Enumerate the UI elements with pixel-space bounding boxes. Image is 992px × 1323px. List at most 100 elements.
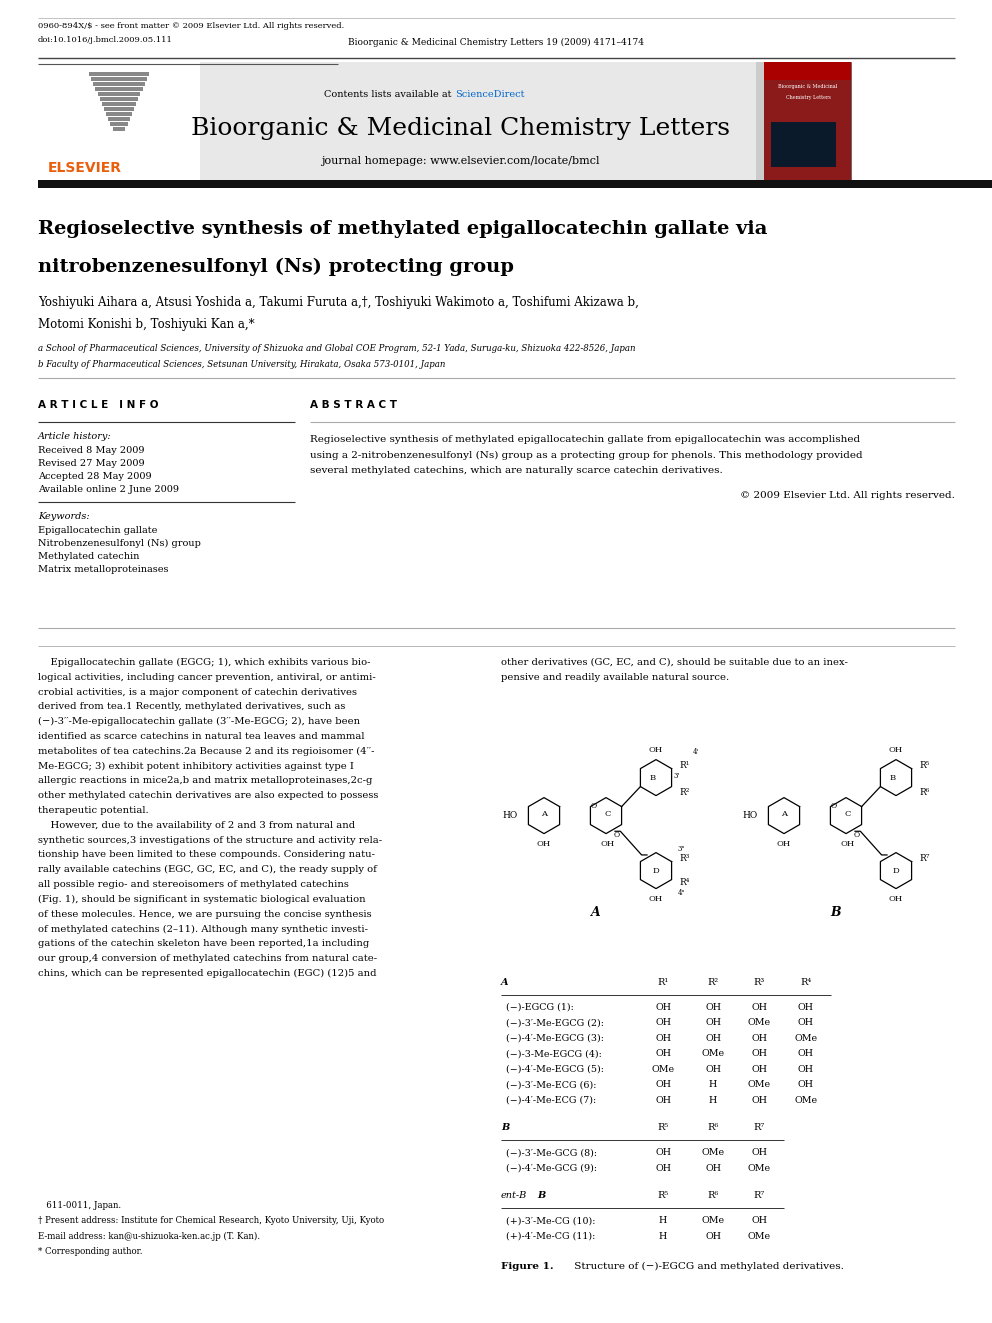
Text: OMe: OMe xyxy=(747,1232,771,1241)
Text: O: O xyxy=(614,831,620,839)
Text: R⁵: R⁵ xyxy=(919,761,930,770)
Text: OH: OH xyxy=(751,1095,767,1105)
Text: C: C xyxy=(845,810,851,818)
Text: ELSEVIER: ELSEVIER xyxy=(48,161,122,175)
Text: OH: OH xyxy=(655,1095,671,1105)
Text: nitrobenzenesulfonyl (Ns) protecting group: nitrobenzenesulfonyl (Ns) protecting gro… xyxy=(38,258,514,277)
Text: B: B xyxy=(537,1191,546,1200)
Text: Structure of (−)-EGCG and methylated derivatives.: Structure of (−)-EGCG and methylated der… xyxy=(571,1262,844,1271)
Text: OH: OH xyxy=(655,1003,671,1012)
Text: OH: OH xyxy=(798,1019,814,1027)
Bar xyxy=(97,93,141,97)
Text: chins, which can be represented epigallocatechin (EGC) (12)5 and: chins, which can be represented epigallo… xyxy=(38,968,377,978)
Text: 4": 4" xyxy=(678,889,685,897)
Text: synthetic sources,3 investigations of the structure and activity rela-: synthetic sources,3 investigations of th… xyxy=(38,836,382,844)
Text: several methylated catechins, which are naturally scarce catechin derivatives.: several methylated catechins, which are … xyxy=(310,466,723,475)
Text: 0960-894X/$ - see front matter © 2009 Elsevier Ltd. All rights reserved.: 0960-894X/$ - see front matter © 2009 El… xyxy=(38,22,344,30)
Bar xyxy=(771,122,836,167)
Text: OH: OH xyxy=(705,1033,721,1043)
Text: H: H xyxy=(709,1080,717,1089)
Text: OH: OH xyxy=(889,894,903,902)
Text: Yoshiyuki Aihara a, Atsusi Yoshida a, Takumi Furuta a,†, Toshiyuki Wakimoto a, T: Yoshiyuki Aihara a, Atsusi Yoshida a, Ta… xyxy=(38,296,639,310)
Text: metabolites of tea catechins.2a Because 2 and its regioisomer (4′′-: metabolites of tea catechins.2a Because … xyxy=(38,746,375,755)
Text: R⁷: R⁷ xyxy=(753,1123,765,1132)
Text: using a 2-nitrobenzenesulfonyl (Ns) group as a protecting group for phenols. Thi: using a 2-nitrobenzenesulfonyl (Ns) grou… xyxy=(310,451,863,459)
Text: OH: OH xyxy=(655,1148,671,1158)
Text: H: H xyxy=(659,1216,668,1225)
Text: Keywords:: Keywords: xyxy=(38,512,89,521)
Text: R²: R² xyxy=(707,978,718,987)
Bar xyxy=(104,107,134,111)
Text: (+)-3′-Me-CG (10):: (+)-3′-Me-CG (10): xyxy=(506,1216,595,1225)
Text: † Present address: Institute for Chemical Research, Kyoto University, Uji, Kyoto: † Present address: Institute for Chemica… xyxy=(38,1216,384,1225)
Text: R⁶: R⁶ xyxy=(919,789,930,796)
Text: OH: OH xyxy=(751,1049,767,1058)
Text: 611-0011, Japan.: 611-0011, Japan. xyxy=(38,1200,121,1209)
Text: (−)-3′′-Me-epigallocatechin gallate (3′′-Me-EGCG; 2), have been: (−)-3′′-Me-epigallocatechin gallate (3′′… xyxy=(38,717,360,726)
Text: crobial activities, is a major component of catechin derivatives: crobial activities, is a major component… xyxy=(38,688,357,697)
Text: OH: OH xyxy=(751,1033,767,1043)
Text: a School of Pharmaceutical Sciences, University of Shizuoka and Global COE Progr: a School of Pharmaceutical Sciences, Uni… xyxy=(38,344,636,353)
Text: Accepted 28 May 2009: Accepted 28 May 2009 xyxy=(38,472,152,482)
Text: our group,4 conversion of methylated catechins from natural cate-: our group,4 conversion of methylated cat… xyxy=(38,954,377,963)
Text: R³: R³ xyxy=(679,855,689,863)
Text: B: B xyxy=(650,774,656,782)
Text: pensive and readily available natural source.: pensive and readily available natural so… xyxy=(501,673,729,681)
Text: OH: OH xyxy=(537,840,552,848)
Text: Received 8 May 2009: Received 8 May 2009 xyxy=(38,446,145,455)
Bar xyxy=(38,62,756,180)
Text: doi:10.1016/j.bmcl.2009.05.111: doi:10.1016/j.bmcl.2009.05.111 xyxy=(38,36,173,44)
Text: D: D xyxy=(653,867,660,875)
Text: R⁶: R⁶ xyxy=(707,1191,718,1200)
Text: Regioselective synthesis of methylated epigallocatechin gallate from epigallocat: Regioselective synthesis of methylated e… xyxy=(310,435,860,445)
Text: gations of the catechin skeleton have been reported,1a including: gations of the catechin skeleton have be… xyxy=(38,939,369,949)
Text: 3": 3" xyxy=(678,844,685,852)
Text: HO: HO xyxy=(743,811,758,820)
Text: (−)-EGCG (1):: (−)-EGCG (1): xyxy=(506,1003,574,1012)
Text: HO: HO xyxy=(503,811,518,820)
Text: Motomi Konishi b, Toshiyuki Kan a,*: Motomi Konishi b, Toshiyuki Kan a,* xyxy=(38,318,255,331)
Text: (−)-4′-Me-ECG (7):: (−)-4′-Me-ECG (7): xyxy=(506,1095,596,1105)
Text: other methylated catechin derivatives are also expected to possess: other methylated catechin derivatives ar… xyxy=(38,791,378,800)
Text: Methylated catechin: Methylated catechin xyxy=(38,552,139,561)
Bar xyxy=(93,82,145,86)
Text: all possible regio- and stereoisomers of methylated catechins: all possible regio- and stereoisomers of… xyxy=(38,880,349,889)
Text: Figure 1.: Figure 1. xyxy=(501,1262,554,1271)
Text: OH: OH xyxy=(649,746,663,754)
Text: OH: OH xyxy=(798,1065,814,1073)
Text: R⁵: R⁵ xyxy=(658,1191,669,1200)
Text: (−)-4′-Me-EGCG (3):: (−)-4′-Me-EGCG (3): xyxy=(506,1033,604,1043)
Text: other derivatives (GC, EC, and C), should be suitable due to an inex-: other derivatives (GC, EC, and C), shoul… xyxy=(501,658,848,667)
Text: journal homepage: www.elsevier.com/locate/bmcl: journal homepage: www.elsevier.com/locat… xyxy=(320,156,599,165)
Bar xyxy=(106,112,132,116)
Text: R¹: R¹ xyxy=(658,978,669,987)
Text: B: B xyxy=(890,774,896,782)
Bar xyxy=(112,127,125,131)
Text: allergic reactions in mice2a,b and matrix metalloproteinases,2c-g: allergic reactions in mice2a,b and matri… xyxy=(38,777,372,786)
Text: However, due to the availability of 2 and 3 from natural and: However, due to the availability of 2 an… xyxy=(38,820,355,830)
Text: logical activities, including cancer prevention, antiviral, or antimi-: logical activities, including cancer pre… xyxy=(38,673,376,681)
Bar xyxy=(764,62,851,79)
Text: OH: OH xyxy=(751,1003,767,1012)
Text: C: C xyxy=(605,810,611,818)
Text: OMe: OMe xyxy=(747,1019,771,1027)
Text: 3': 3' xyxy=(674,771,681,779)
Text: R⁷: R⁷ xyxy=(919,855,930,863)
Text: rally available catechins (EGC, GC, EC, and C), the ready supply of: rally available catechins (EGC, GC, EC, … xyxy=(38,865,377,875)
Text: Article history:: Article history: xyxy=(38,433,112,441)
Text: OH: OH xyxy=(841,840,855,848)
Text: (−)-3′-Me-ECG (6):: (−)-3′-Me-ECG (6): xyxy=(506,1080,596,1089)
Text: (−)-3′-Me-EGCG (2):: (−)-3′-Me-EGCG (2): xyxy=(506,1019,604,1027)
Text: R²: R² xyxy=(679,789,689,796)
Text: OMe: OMe xyxy=(701,1216,724,1225)
Bar xyxy=(89,71,149,75)
Text: OMe: OMe xyxy=(747,1080,771,1089)
Text: OH: OH xyxy=(655,1164,671,1172)
Text: OH: OH xyxy=(655,1033,671,1043)
Text: OH: OH xyxy=(705,1164,721,1172)
Text: ScienceDirect: ScienceDirect xyxy=(455,90,525,99)
Text: OH: OH xyxy=(655,1019,671,1027)
Text: R¹: R¹ xyxy=(679,761,689,770)
Text: R³: R³ xyxy=(753,978,765,987)
Text: (+)-4′-Me-CG (11):: (+)-4′-Me-CG (11): xyxy=(506,1232,595,1241)
